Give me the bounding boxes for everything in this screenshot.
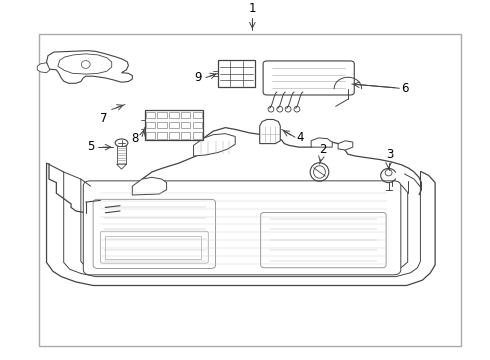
FancyBboxPatch shape	[263, 61, 354, 95]
Bar	[169, 132, 179, 139]
Bar	[157, 112, 167, 118]
Bar	[157, 122, 167, 129]
Bar	[193, 132, 202, 139]
Text: 1: 1	[248, 2, 256, 15]
Bar	[146, 112, 155, 118]
Bar	[145, 110, 203, 140]
FancyBboxPatch shape	[100, 231, 208, 263]
Text: 2: 2	[318, 143, 326, 156]
Text: 6: 6	[401, 82, 408, 95]
Bar	[181, 122, 191, 129]
Polygon shape	[260, 120, 280, 144]
Polygon shape	[194, 134, 235, 156]
Bar	[181, 112, 191, 118]
FancyBboxPatch shape	[93, 199, 216, 269]
Polygon shape	[58, 54, 112, 74]
Polygon shape	[37, 63, 50, 73]
Bar	[146, 122, 155, 129]
Polygon shape	[132, 177, 167, 195]
Text: 4: 4	[296, 131, 304, 144]
Bar	[193, 122, 202, 129]
Bar	[218, 60, 255, 87]
Polygon shape	[117, 164, 126, 169]
Bar	[193, 112, 202, 118]
Text: 3: 3	[386, 148, 393, 161]
FancyBboxPatch shape	[83, 181, 401, 275]
Bar	[157, 132, 167, 139]
Text: 9: 9	[195, 71, 202, 84]
Bar	[181, 132, 191, 139]
Text: 8: 8	[131, 132, 139, 145]
Bar	[146, 132, 155, 139]
Bar	[169, 122, 179, 129]
Bar	[169, 112, 179, 118]
Bar	[39, 33, 461, 346]
Polygon shape	[338, 141, 353, 150]
Bar	[105, 236, 201, 259]
Text: 7: 7	[100, 112, 108, 125]
Polygon shape	[311, 138, 332, 147]
FancyBboxPatch shape	[261, 212, 386, 268]
Polygon shape	[117, 147, 126, 164]
Polygon shape	[47, 51, 132, 83]
Text: 5: 5	[87, 140, 94, 153]
